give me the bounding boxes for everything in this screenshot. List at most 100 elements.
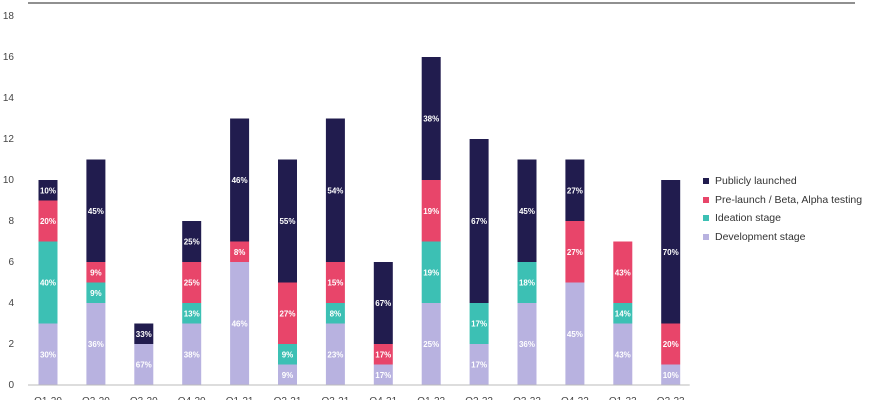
bar-segment (86, 262, 106, 283)
y-tick-label: 12 (3, 134, 15, 145)
bar-segment-label: 46% (232, 176, 248, 185)
bar-segment (38, 200, 58, 242)
y-tick-label: 4 (8, 298, 14, 309)
x-tick-label: Q1-21 (226, 396, 254, 400)
bar-segment (421, 180, 441, 242)
bar-segment (278, 344, 297, 365)
bar-segment-label: 17% (471, 361, 487, 370)
x-tick-label: Q2-21 (274, 396, 302, 400)
bar-segment (134, 323, 154, 344)
bar-segment-label: 8% (330, 309, 342, 318)
y-tick-label: 8 (8, 216, 14, 227)
bar-segment-label: 43% (615, 268, 631, 277)
bar-segment (613, 303, 633, 324)
legend-label: Development stage (715, 230, 806, 243)
bar-segment-label: 25% (184, 238, 200, 247)
x-tick-label: Q2-23 (657, 396, 685, 400)
y-tick-label: 14 (3, 93, 15, 104)
x-tick-label: Q4-21 (369, 396, 397, 400)
bar-segment (38, 180, 58, 201)
bar-segment-label: 9% (90, 289, 102, 298)
bar-segment (373, 344, 393, 365)
bar-segment-label: 55% (279, 217, 295, 226)
bar-segment-label: 19% (423, 207, 439, 216)
bar-segment-label: 8% (234, 248, 246, 257)
bar-segment (182, 323, 202, 385)
bar-segment (38, 241, 58, 324)
y-tick-label: 18 (3, 11, 15, 22)
y-tick-label: 16 (3, 52, 15, 63)
bar-segment (613, 241, 633, 303)
bar-segment-label: 20% (663, 340, 679, 349)
x-tick-label: Q2-20 (82, 396, 110, 400)
legend-swatch (703, 196, 709, 203)
bar-segment (613, 323, 633, 385)
bar-segment-label: 9% (90, 268, 102, 277)
x-tick-label: Q1-23 (609, 396, 637, 400)
y-tick-label: 10 (3, 175, 15, 186)
bar-segment-label: 17% (471, 320, 487, 329)
bar-segment (565, 282, 585, 385)
bar-segment-label: 67% (471, 217, 487, 226)
bar-segment (278, 282, 297, 344)
x-tick-label: Q4-20 (178, 396, 206, 400)
bar-segment (86, 282, 106, 303)
bar-segment-label: 10% (40, 186, 56, 195)
legend-label: Publicly launched (715, 175, 797, 188)
bar-segment-label: 27% (567, 186, 583, 195)
bar-segment (565, 159, 585, 221)
bar-segment-label: 46% (232, 320, 248, 329)
bar-segment (469, 344, 489, 385)
bar-segment (517, 159, 537, 262)
bar-segment (278, 159, 297, 283)
x-tick-label: Q3-21 (322, 396, 350, 400)
bar-segment-label: 45% (88, 207, 104, 216)
legend-swatch (703, 233, 709, 240)
bar-segment-label: 43% (615, 350, 631, 359)
bar-segment-label: 14% (615, 309, 631, 318)
y-tick-label: 0 (8, 380, 14, 391)
bar-segment (86, 303, 106, 385)
bar-segment-label: 33% (136, 330, 152, 339)
bar-segment (421, 241, 441, 303)
bar-segment (373, 262, 393, 344)
bar-segment (565, 221, 585, 283)
bar-segment-label: 38% (423, 115, 439, 124)
y-tick-label: 2 (8, 339, 14, 350)
bar-segment-label: 45% (567, 330, 583, 339)
legend-item: Publicly launched (703, 172, 862, 191)
bar-segment-label: 19% (423, 268, 439, 277)
bar-segment-label: 25% (423, 340, 439, 349)
bar-segment (517, 262, 537, 303)
x-axis: Q1-20 Q2-20 Q3-20 Q4-20 Q1-21 Q2-21 Q3-21 Q4-21… (28, 384, 690, 400)
bar-segment (278, 364, 297, 385)
bar-segment (469, 303, 489, 344)
bar-segment (134, 344, 154, 385)
bar-segment-label: 9% (282, 350, 294, 359)
bar-segment (325, 118, 345, 262)
bar-segment-label: 54% (327, 186, 343, 195)
bar-segment (230, 118, 250, 242)
bar-segment-label: 45% (519, 207, 535, 216)
bar-segment (469, 139, 489, 303)
bar-segment-label: 70% (663, 248, 679, 257)
bar-segment-label: 15% (327, 279, 343, 288)
bar-segment (661, 323, 681, 365)
x-tick-label: Q4-22 (561, 396, 589, 400)
bar-segment (86, 159, 106, 262)
bar-segment-label: 17% (375, 350, 391, 359)
x-tick-label: Q2-22 (465, 396, 493, 400)
bar-segment (373, 364, 393, 385)
legend-label: Pre-launch / Beta, Alpha testing (715, 193, 863, 206)
y-axis: 0 2 4 6 8 10 12 14 16 18 (3, 11, 15, 391)
bar-segment-label: 18% (519, 279, 535, 288)
bar-segment-label: 9% (282, 371, 294, 380)
legend-item: Development stage (703, 228, 862, 247)
bar-segment-label: 67% (136, 361, 152, 370)
bar-segment-label: 17% (375, 371, 391, 380)
bar-segment (661, 364, 681, 385)
legend-swatch (703, 215, 709, 222)
x-tick-label: Q3-22 (513, 396, 541, 400)
bar-segment-label: 36% (88, 340, 104, 349)
bar-segment (230, 262, 250, 385)
